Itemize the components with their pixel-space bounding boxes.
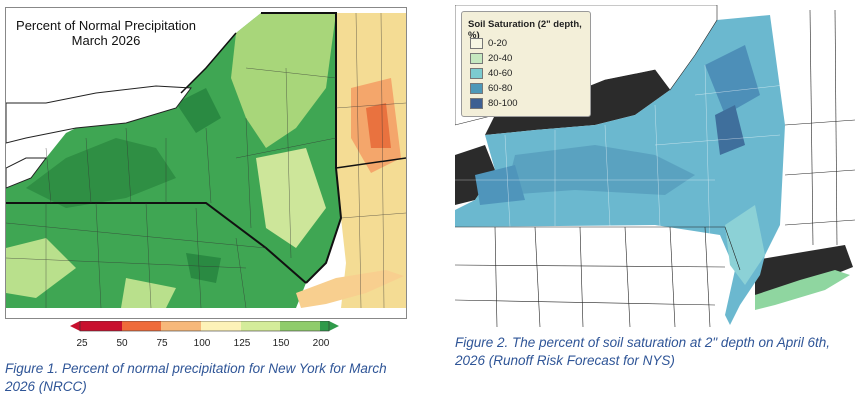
colorbar-label: 100 <box>193 338 211 349</box>
legend-item: 40-60 <box>470 67 512 79</box>
legend-swatch <box>470 52 483 64</box>
colorbar-label: 150 <box>272 338 290 349</box>
legend-swatch <box>470 82 483 94</box>
legend-label: 40-60 <box>488 67 513 79</box>
precipitation-map: Percent of Normal Precipitation March 20… <box>5 7 407 319</box>
figure2-caption: Figure 2. The percent of soil saturation… <box>455 335 831 368</box>
legend-swatch <box>470 67 483 79</box>
legend-item: 60-80 <box>470 82 512 94</box>
legend-swatch <box>470 97 483 109</box>
legend-item: 80-100 <box>470 97 518 109</box>
colorbar-label: 50 <box>116 338 128 349</box>
legend-swatch <box>470 37 483 49</box>
map-title-line1: Percent of Normal Precipitation <box>16 18 196 33</box>
legend-title: Soil Saturation (2" depth, %) <box>468 19 582 41</box>
legend-item: 20-40 <box>470 52 512 64</box>
legend-label: 20-40 <box>488 52 513 64</box>
legend-label: 80-100 <box>488 97 518 109</box>
figure1-caption: Figure 1. Percent of normal precipitatio… <box>5 361 387 394</box>
precipitation-map-graphic <box>6 8 406 318</box>
legend-label: 0-20 <box>488 37 508 49</box>
colorbar-label: 75 <box>156 338 168 349</box>
precipitation-colorbar <box>70 321 339 332</box>
legend-label: 60-80 <box>488 82 513 94</box>
map-title: Percent of Normal Precipitation March 20… <box>16 18 196 48</box>
legend-item: 0-20 <box>470 37 507 49</box>
soil-saturation-legend: Soil Saturation (2" depth, %) 0-20 20-40… <box>461 11 591 117</box>
colorbar-label: 125 <box>233 338 251 349</box>
colorbar-label: 200 <box>312 338 330 349</box>
map-title-line2: March 2026 <box>71 33 141 48</box>
colorbar-label: 25 <box>76 338 88 349</box>
